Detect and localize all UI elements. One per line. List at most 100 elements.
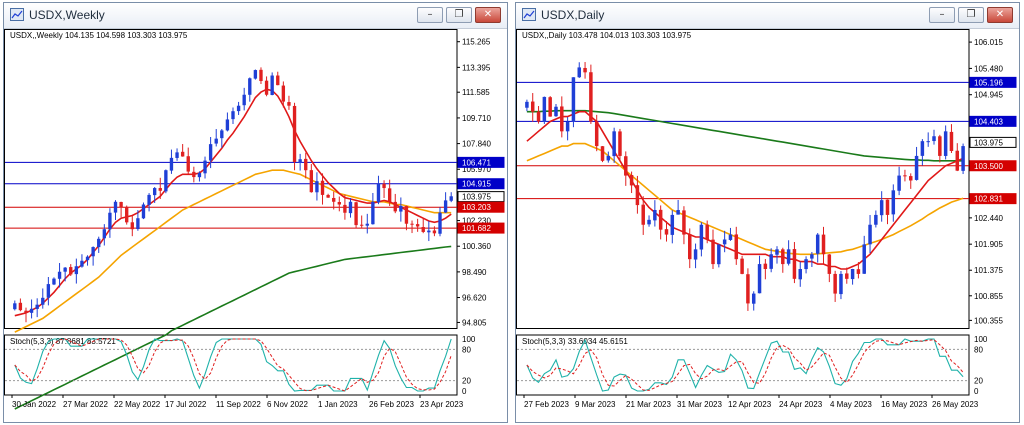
candle-body	[594, 121, 599, 147]
chart-window-daily[interactable]: USDX,Daily – ❐ ✕ USDX,,Daily 103.478 104…	[515, 2, 1020, 423]
candle-body	[415, 224, 420, 227]
candle-body	[231, 111, 235, 120]
y-axis-tick-label: 98.490	[462, 268, 487, 277]
moving-average-slow	[526, 109, 964, 162]
candle-body	[821, 234, 826, 255]
minimize-button[interactable]: –	[929, 7, 955, 23]
candle-body	[943, 131, 948, 156]
daily-price-chart[interactable]: USDX,,Daily 103.478 104.013 103.303 103.…	[516, 29, 1019, 422]
candle-body	[571, 77, 576, 122]
price-label-box	[457, 178, 505, 190]
price-label: 104.915	[462, 180, 491, 189]
candle-body	[63, 267, 67, 272]
y-axis-tick-label: 100.355	[974, 316, 1003, 325]
x-axis-tick-label: 22 May 2022	[114, 400, 161, 409]
price-label-box	[969, 76, 1017, 88]
moving-average-slow	[14, 245, 452, 410]
candle-body	[354, 202, 358, 226]
candle-body	[74, 266, 79, 275]
candle-body	[348, 201, 353, 214]
candle-body	[147, 194, 151, 205]
x-axis-tick-label: 30 Jan 2022	[12, 400, 57, 409]
price-label-box	[457, 201, 505, 213]
y-axis-tick-label: 101.375	[974, 266, 1003, 275]
chart-window-weekly[interactable]: USDX,Weekly – ❐ ✕ USDX,,Weekly 104.135 1…	[3, 2, 508, 423]
candle-body	[658, 209, 663, 230]
candle-body	[728, 234, 733, 240]
x-axis-tick-label: 4 May 2023	[830, 400, 872, 409]
x-axis-tick-label: 26 Feb 2023	[369, 400, 414, 409]
candle-body	[24, 310, 28, 313]
candle-body	[932, 136, 936, 142]
candle-body	[583, 67, 587, 73]
candle-body	[879, 200, 884, 216]
x-axis-tick-label: 23 Apr 2023	[420, 400, 464, 409]
candle-body	[421, 227, 425, 232]
candle-body	[46, 284, 51, 298]
restore-button[interactable]: ❐	[958, 7, 984, 23]
candle-body	[909, 176, 913, 181]
candle-body	[387, 188, 392, 202]
candle-body	[763, 263, 768, 269]
window-titlebar[interactable]: USDX,Daily – ❐ ✕	[516, 3, 1019, 29]
candle-body	[885, 199, 890, 215]
candle-body	[618, 131, 622, 156]
candle-body	[827, 254, 832, 274]
restore-button[interactable]: ❐	[446, 7, 472, 23]
candle-body	[304, 158, 308, 171]
stoch-axis-label: 20	[974, 377, 983, 386]
candle-body	[699, 224, 704, 250]
price-label-box	[969, 160, 1017, 172]
candle-body	[804, 259, 808, 270]
y-axis-tick-label: 100.855	[974, 292, 1003, 301]
candle-body	[874, 214, 878, 225]
close-button[interactable]: ✕	[987, 7, 1013, 23]
price-label: 103.975	[974, 138, 1003, 147]
price-label-box	[457, 222, 505, 234]
x-axis-tick-label: 6 Nov 2022	[267, 400, 308, 409]
price-label-box	[457, 156, 505, 168]
candle-body	[914, 155, 919, 180]
candle-body	[589, 72, 593, 122]
candle-body	[18, 302, 23, 311]
candle-body	[815, 234, 820, 254]
stoch-axis-label: 80	[974, 345, 983, 354]
candle-body	[536, 111, 541, 122]
candle-body	[91, 247, 95, 257]
minimize-button[interactable]: –	[417, 7, 443, 23]
candle-body	[839, 273, 843, 295]
candle-body	[410, 223, 414, 225]
candle-body	[664, 229, 669, 235]
candle-body	[624, 156, 628, 176]
weekly-price-chart[interactable]: USDX,,Weekly 104.135 104.598 103.303 103…	[4, 29, 507, 422]
stoch-main-line	[526, 338, 964, 392]
candle-body	[897, 175, 901, 191]
candle-body	[80, 260, 84, 267]
candle-body	[548, 97, 552, 117]
x-axis-tick-label: 9 Mar 2023	[575, 400, 616, 409]
candle-body	[769, 254, 773, 269]
candle-body	[647, 219, 651, 225]
moving-average-mid	[526, 142, 964, 256]
candle-body	[670, 214, 675, 235]
window-titlebar[interactable]: USDX,Weekly – ❐ ✕	[4, 3, 507, 29]
y-axis-tick-label: 102.230	[462, 217, 491, 226]
candle-body	[119, 201, 123, 208]
candle-body	[264, 80, 269, 95]
candle-body	[404, 206, 409, 224]
stoch-axis-label: 80	[462, 345, 471, 354]
candle-body	[281, 85, 286, 102]
candle-body	[225, 119, 230, 131]
candle-body	[220, 130, 224, 139]
candle-body	[85, 256, 90, 261]
candle-body	[810, 254, 814, 259]
price-label-box	[457, 191, 505, 203]
candle-body	[850, 269, 855, 280]
candle-body	[792, 249, 797, 279]
candle-body	[192, 171, 196, 178]
close-button[interactable]: ✕	[475, 7, 501, 23]
candle-body	[653, 210, 657, 221]
candle-body	[612, 131, 616, 157]
candle-body	[158, 188, 162, 191]
candle-body	[175, 152, 179, 158]
